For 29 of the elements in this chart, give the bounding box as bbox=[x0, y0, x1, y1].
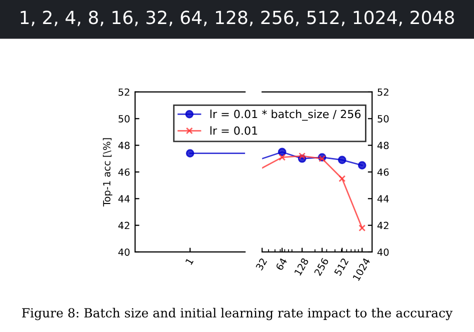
y-tick-label: 42 bbox=[118, 222, 130, 230]
y-tick-label: 46 bbox=[118, 168, 130, 176]
y-tick-label: 42 bbox=[377, 222, 388, 230]
y-tick-label: 44 bbox=[377, 195, 389, 202]
y-tick-label: 48 bbox=[118, 142, 130, 150]
legend-label: lr = 0.01 * batch_size / 256 bbox=[210, 110, 361, 121]
point bbox=[298, 152, 306, 160]
point bbox=[278, 148, 286, 156]
y-tick-label: 52 bbox=[118, 88, 130, 96]
y-tick-label: 46 bbox=[377, 168, 389, 176]
y-axis-title: Top-1 acc [\%] bbox=[102, 138, 112, 207]
y-tick-label: 40 bbox=[118, 248, 130, 256]
caption: Figure 8: Batch size and initial learning rate impact to the accuracy bbox=[22, 308, 453, 320]
point bbox=[338, 156, 346, 164]
text: 1, 2, 4, 8, 16, 32, 64, 128, 256, 512, 1024, 2048 bbox=[20, 10, 454, 26]
x-tick-label: 64 bbox=[275, 257, 288, 271]
point bbox=[278, 154, 286, 161]
y-tick-label: 40 bbox=[377, 248, 389, 256]
point bbox=[338, 175, 346, 182]
y-tick-label: 48 bbox=[377, 142, 389, 150]
y-tick-label: 50 bbox=[118, 115, 130, 122]
point bbox=[358, 224, 366, 232]
legend-label: lr = 0.01 bbox=[210, 126, 258, 135]
x-tick-label: 1 bbox=[185, 258, 194, 265]
y-tick-label: 50 bbox=[378, 115, 389, 122]
y-tick-label: 52 bbox=[378, 88, 388, 96]
point bbox=[358, 161, 366, 170]
x-tick-label: 32 bbox=[255, 258, 268, 271]
y-tick-label: 44 bbox=[118, 195, 130, 202]
